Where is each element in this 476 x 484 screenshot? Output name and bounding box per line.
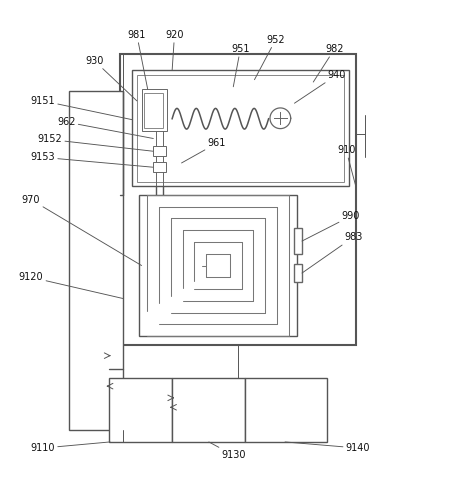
Bar bbox=[137, 75, 344, 182]
Bar bbox=[139, 195, 297, 336]
Bar bbox=[294, 264, 302, 282]
Text: 982: 982 bbox=[313, 44, 344, 82]
Text: 9153: 9153 bbox=[30, 152, 153, 167]
Bar bbox=[153, 162, 166, 172]
Text: 970: 970 bbox=[22, 195, 141, 266]
Bar bbox=[294, 228, 302, 254]
Bar bbox=[109, 378, 172, 442]
Bar bbox=[144, 93, 163, 128]
Text: 9120: 9120 bbox=[19, 272, 123, 299]
Text: 983: 983 bbox=[302, 232, 362, 273]
Text: 930: 930 bbox=[85, 56, 137, 101]
Text: 951: 951 bbox=[231, 44, 249, 87]
Bar bbox=[132, 70, 348, 185]
Text: 9110: 9110 bbox=[30, 442, 110, 453]
Text: 9130: 9130 bbox=[209, 442, 246, 460]
Bar bbox=[245, 378, 327, 442]
Text: 981: 981 bbox=[128, 30, 148, 89]
Bar bbox=[172, 378, 245, 442]
Text: 910: 910 bbox=[337, 145, 356, 185]
Text: 9152: 9152 bbox=[38, 135, 153, 151]
Bar bbox=[141, 89, 168, 132]
Text: 9140: 9140 bbox=[285, 442, 370, 453]
Text: 961: 961 bbox=[181, 138, 226, 163]
Text: 920: 920 bbox=[165, 30, 184, 70]
Bar bbox=[120, 54, 356, 346]
Bar bbox=[69, 91, 123, 430]
Text: 940: 940 bbox=[295, 70, 346, 103]
Text: 9151: 9151 bbox=[30, 96, 132, 120]
Bar bbox=[153, 146, 166, 156]
Text: 962: 962 bbox=[57, 117, 153, 138]
Text: 990: 990 bbox=[302, 211, 360, 241]
Text: 952: 952 bbox=[255, 35, 285, 80]
